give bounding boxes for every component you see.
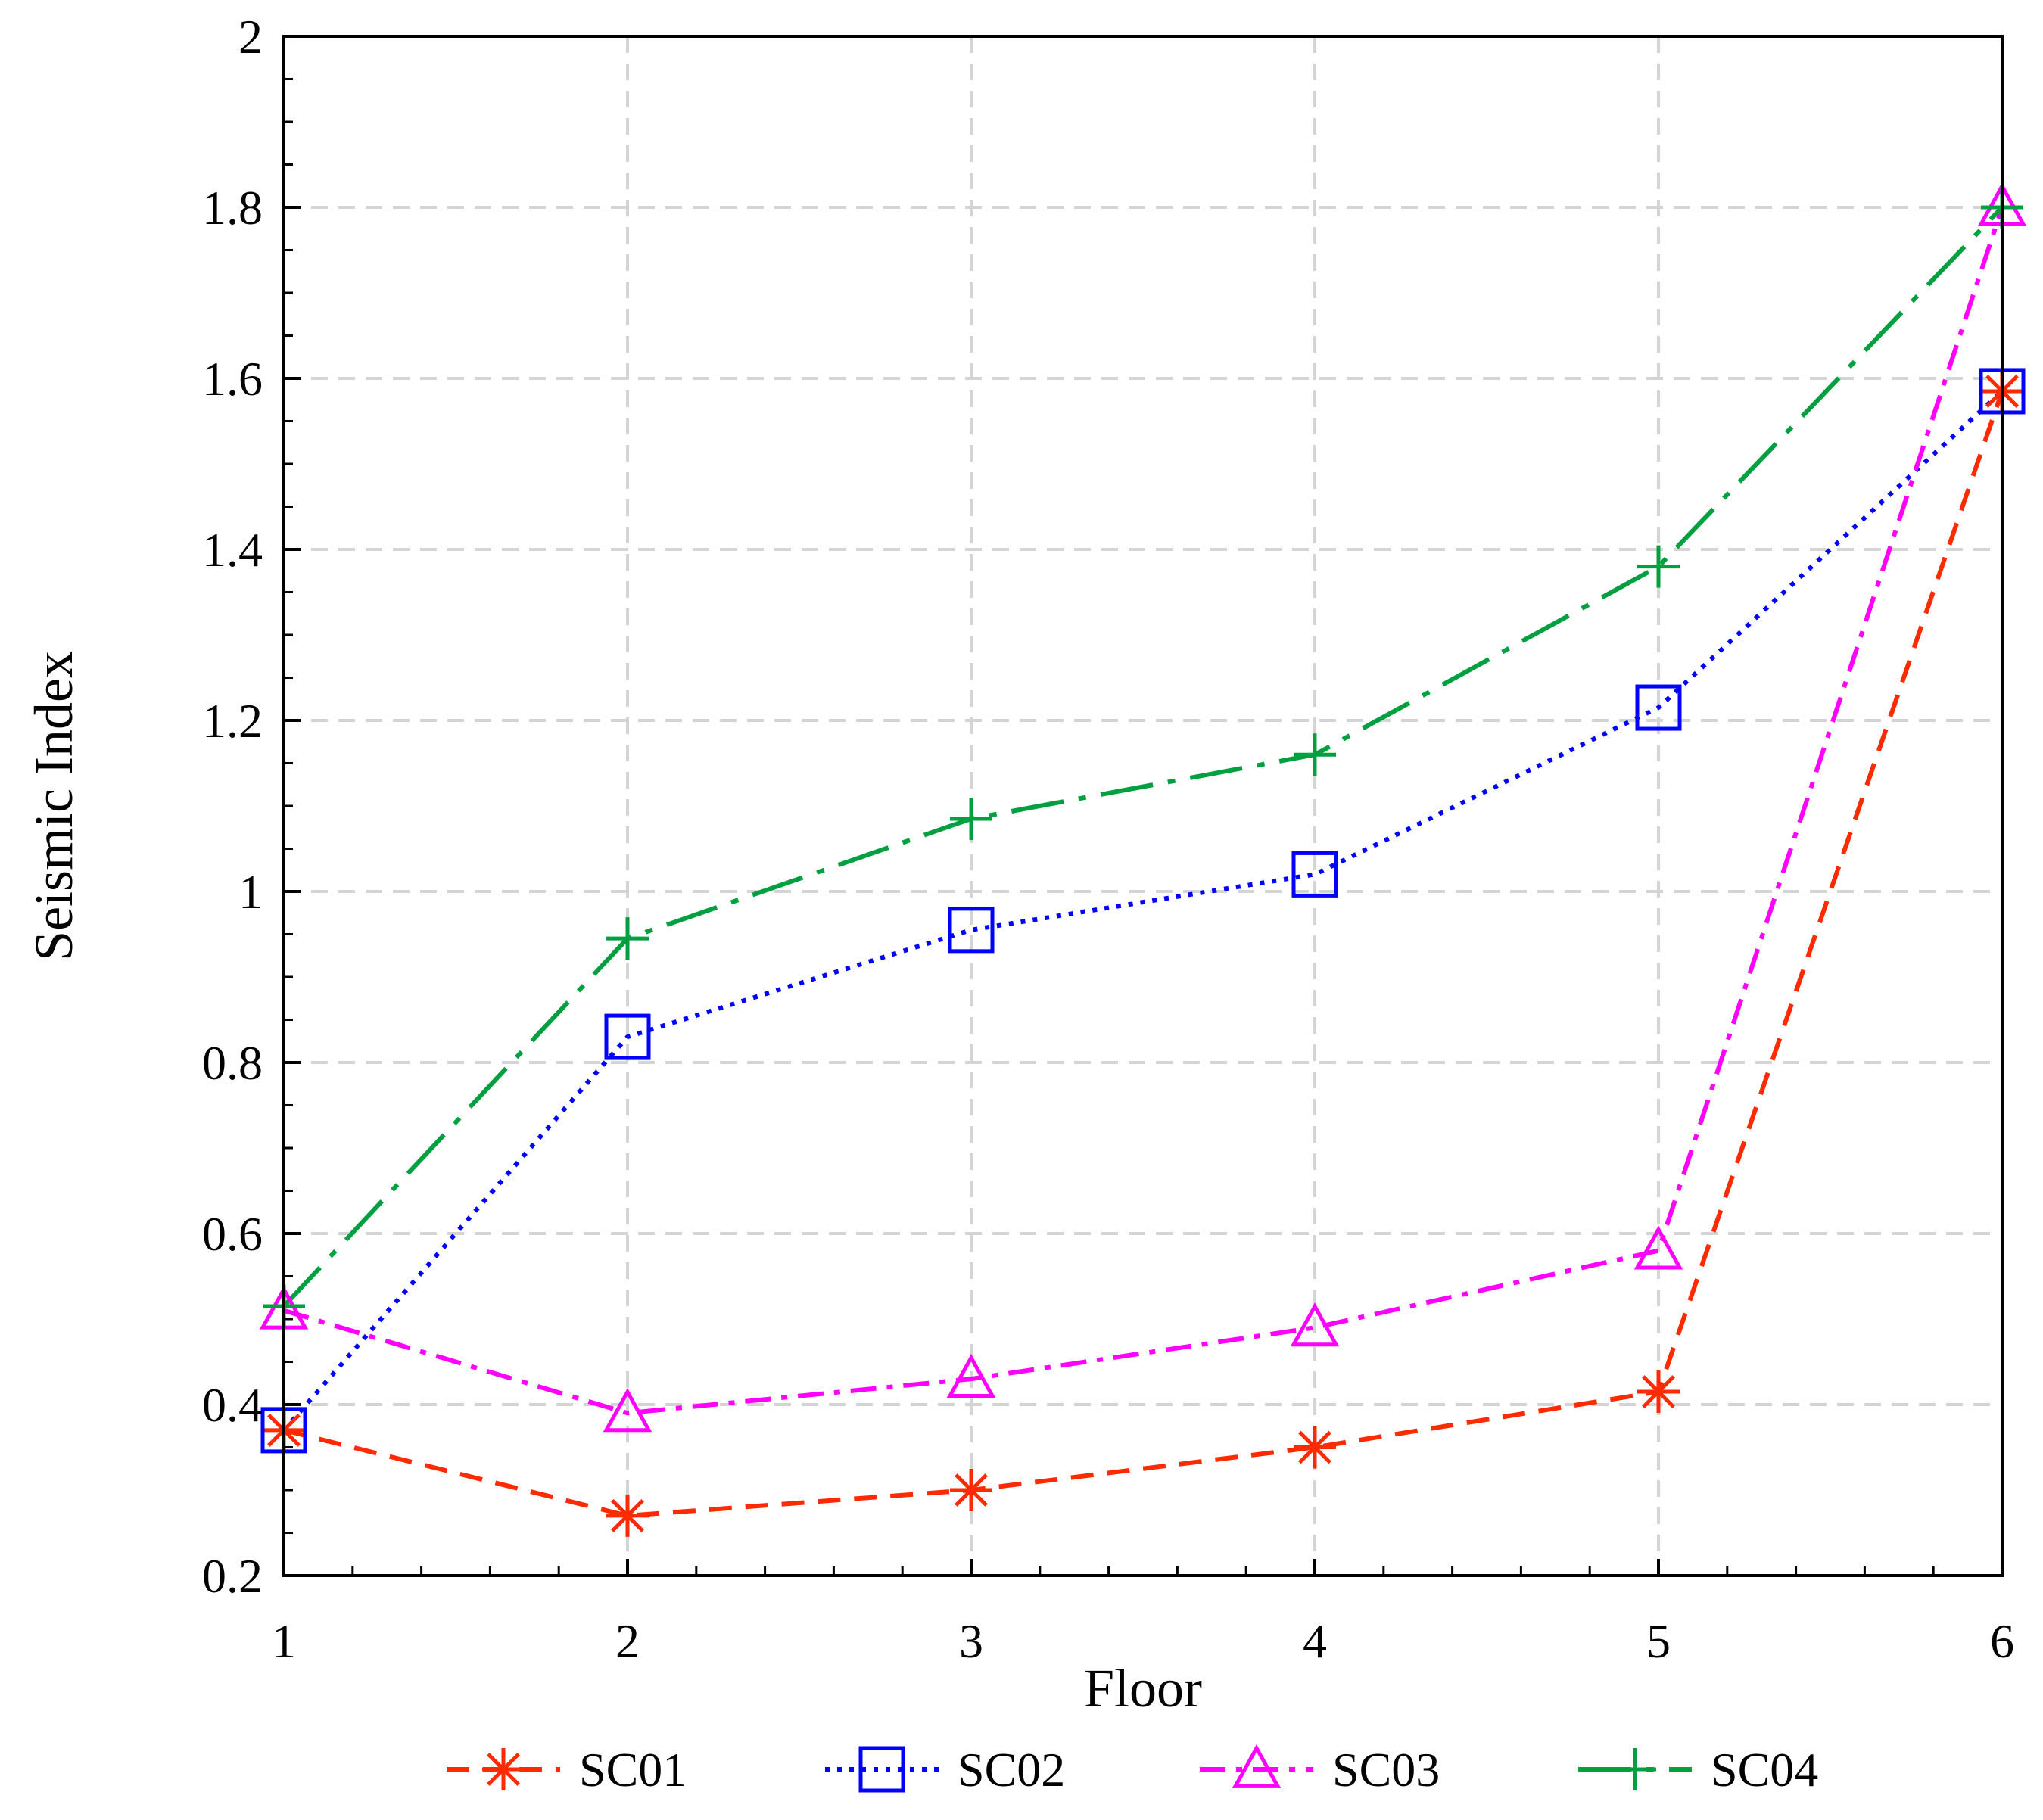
y-tick-label: 1.6 (202, 352, 263, 406)
data-point-sc04 (606, 917, 649, 960)
y-tick-label: 1.8 (202, 181, 263, 235)
x-tick-label: 2 (615, 1614, 640, 1668)
legend-label-sc04: SC04 (1711, 1743, 1818, 1797)
data-point-sc03 (603, 1388, 652, 1433)
y-tick-label: 1.4 (202, 523, 263, 577)
data-point-sc04 (950, 797, 992, 840)
x-tick-label: 6 (1990, 1614, 2014, 1668)
data-point-sc02 (1635, 684, 1682, 731)
data-point-sc01 (950, 1469, 992, 1511)
data-point-sc02 (604, 1013, 651, 1060)
y-tick-label: 1.2 (202, 694, 263, 748)
series-line-sc04 (282, 205, 2004, 1308)
data-point-sc03 (1633, 1225, 1683, 1270)
marker-layer (259, 182, 2027, 1537)
x-tick-label: 5 (1646, 1614, 1671, 1668)
data-point-sc02 (948, 907, 995, 954)
y-axis-title: Seismic Index (23, 651, 84, 961)
x-tick-label: 3 (959, 1614, 983, 1668)
legend-label-sc01: SC01 (579, 1743, 687, 1797)
data-point-sc02 (1291, 851, 1338, 898)
legend-marker-sc03 (1232, 1744, 1282, 1788)
x-tick-label: 4 (1303, 1614, 1327, 1668)
x-axis-title: Floor (1084, 1658, 1202, 1719)
series-layer (282, 205, 2004, 1518)
tick-labels: 1 2 3 4 5 6 0.2 0.4 0.6 0.8 1 1.2 1.4 1.6 1.8 2 (202, 10, 2014, 1668)
legend-label-sc02: SC02 (958, 1743, 1065, 1797)
y-tick-label: 2 (238, 10, 263, 64)
legend-label-sc03: SC03 (1332, 1743, 1440, 1797)
data-point-sc04 (1294, 733, 1336, 776)
grid (284, 36, 2002, 1576)
ticks (282, 35, 2004, 1577)
plot-frame (282, 35, 2004, 1577)
y-tick-label: 0.8 (202, 1036, 263, 1090)
data-point-sc01 (1294, 1426, 1336, 1469)
data-point-sc01 (1637, 1370, 1680, 1414)
data-point-sc04 (1637, 545, 1680, 588)
data-point-sc03 (1290, 1302, 1340, 1347)
legend-marker-sc04 (1614, 1748, 1656, 1790)
y-tick-label: 1 (238, 865, 263, 919)
series-line-sc02 (282, 389, 2004, 1432)
legend-marker-sc02 (858, 1746, 905, 1793)
y-tick-label: 0.6 (202, 1207, 263, 1261)
x-tick-label: 1 (272, 1614, 296, 1668)
y-tick-label: 0.2 (202, 1549, 263, 1603)
legend: SC01 SC02 SC03 SC04 (447, 1743, 1818, 1797)
y-tick-label: 0.4 (202, 1378, 263, 1432)
data-point-sc01 (606, 1494, 649, 1537)
data-point-sc03 (946, 1353, 996, 1398)
series-line-sc01 (283, 390, 2004, 1518)
legend-marker-sc01 (482, 1748, 525, 1790)
